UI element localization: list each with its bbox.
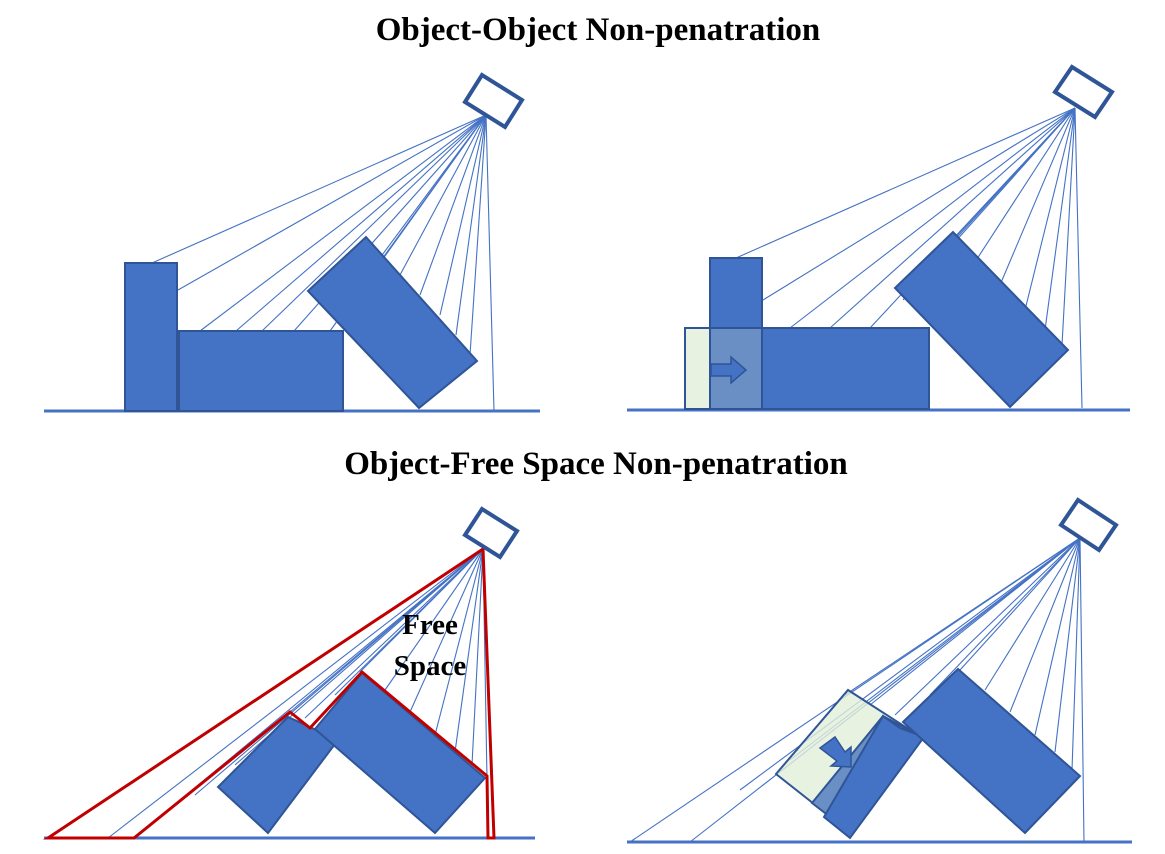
free-space-label-line1: Free [402, 609, 458, 641]
sensor-ray [949, 107, 1076, 246]
depth-camera-icon [462, 506, 520, 560]
sensor-ray [1079, 537, 1085, 843]
sensor-ray [439, 114, 487, 316]
sensor-ray [384, 548, 484, 691]
free-space-label-line2: Space [394, 650, 467, 682]
sensor-ray [739, 537, 1081, 791]
sensor-ray [1054, 537, 1081, 753]
sensor-rays [151, 114, 495, 412]
panel-bottom-right [627, 497, 1132, 844]
arrow-icon [710, 355, 748, 385]
sensor-ray [151, 114, 487, 264]
long-block [761, 327, 930, 410]
sensor-ray [959, 537, 1081, 671]
depth-camera-icon [1058, 497, 1119, 553]
sensor-ray [1009, 537, 1081, 713]
sensor-ray [789, 107, 1076, 329]
sensor-ray [471, 548, 484, 766]
sensor-ray [419, 114, 487, 296]
right-tilted-block [901, 667, 1082, 835]
sensor-ray [844, 537, 1081, 696]
sensor-ray [999, 107, 1076, 286]
sensor-ray [929, 537, 1081, 696]
tall-block [709, 257, 763, 329]
sensor-ray [374, 114, 487, 271]
sensor-ray [261, 114, 487, 332]
sensor-ray [409, 548, 484, 713]
sensor-ray [107, 548, 484, 839]
sensor-ray [829, 107, 1076, 329]
tilted-block [306, 235, 479, 410]
sensor-ray [1074, 107, 1083, 409]
sensor-ray [455, 114, 487, 336]
sensor-ray [469, 114, 487, 356]
sensor-ray [1044, 107, 1076, 331]
sensor-ray [235, 114, 487, 332]
sensor-ray [735, 107, 1076, 259]
sensor-ray [689, 537, 1081, 843]
title-object-object: Object-Object Non-penatration [376, 12, 821, 48]
sensor-ray [454, 548, 484, 753]
depth-camera-icon [462, 72, 525, 130]
sensor-ray [894, 537, 1081, 716]
sensor-ray [1034, 537, 1081, 736]
sensor-ray [974, 107, 1076, 263]
panel-top-right [627, 64, 1130, 412]
long-block [178, 330, 344, 412]
sensor-ray [177, 114, 487, 291]
sensor-ray [485, 114, 495, 412]
ghost-block [684, 327, 711, 410]
sensor-ray [434, 548, 484, 736]
arrow-icon [818, 735, 852, 768]
tilted-block [893, 230, 1070, 409]
sensor-ray [399, 114, 487, 276]
sensor-ray [1061, 107, 1076, 346]
right-tilted-block [313, 671, 487, 835]
sensor-ray [984, 537, 1081, 691]
sensor-ray [762, 107, 1076, 301]
sensor-ray [289, 548, 484, 713]
sensor-ray [199, 114, 487, 332]
left-tilted-block [822, 714, 926, 840]
sensor-ray [1071, 537, 1081, 771]
panel-top-left [44, 72, 540, 413]
sensor-rays [629, 537, 1085, 843]
free-space-outline [43, 546, 496, 840]
sensor-ray [304, 548, 484, 719]
panel-bottom-left: Free Space [43, 506, 535, 840]
title-object-free-space: Object-Free Space Non-penatration [344, 446, 847, 482]
sensor-ray [1024, 107, 1076, 311]
sensor-ray [869, 537, 1081, 706]
sensor-ray [359, 548, 484, 673]
depth-camera-icon [1052, 64, 1115, 120]
tall-block [124, 262, 178, 412]
